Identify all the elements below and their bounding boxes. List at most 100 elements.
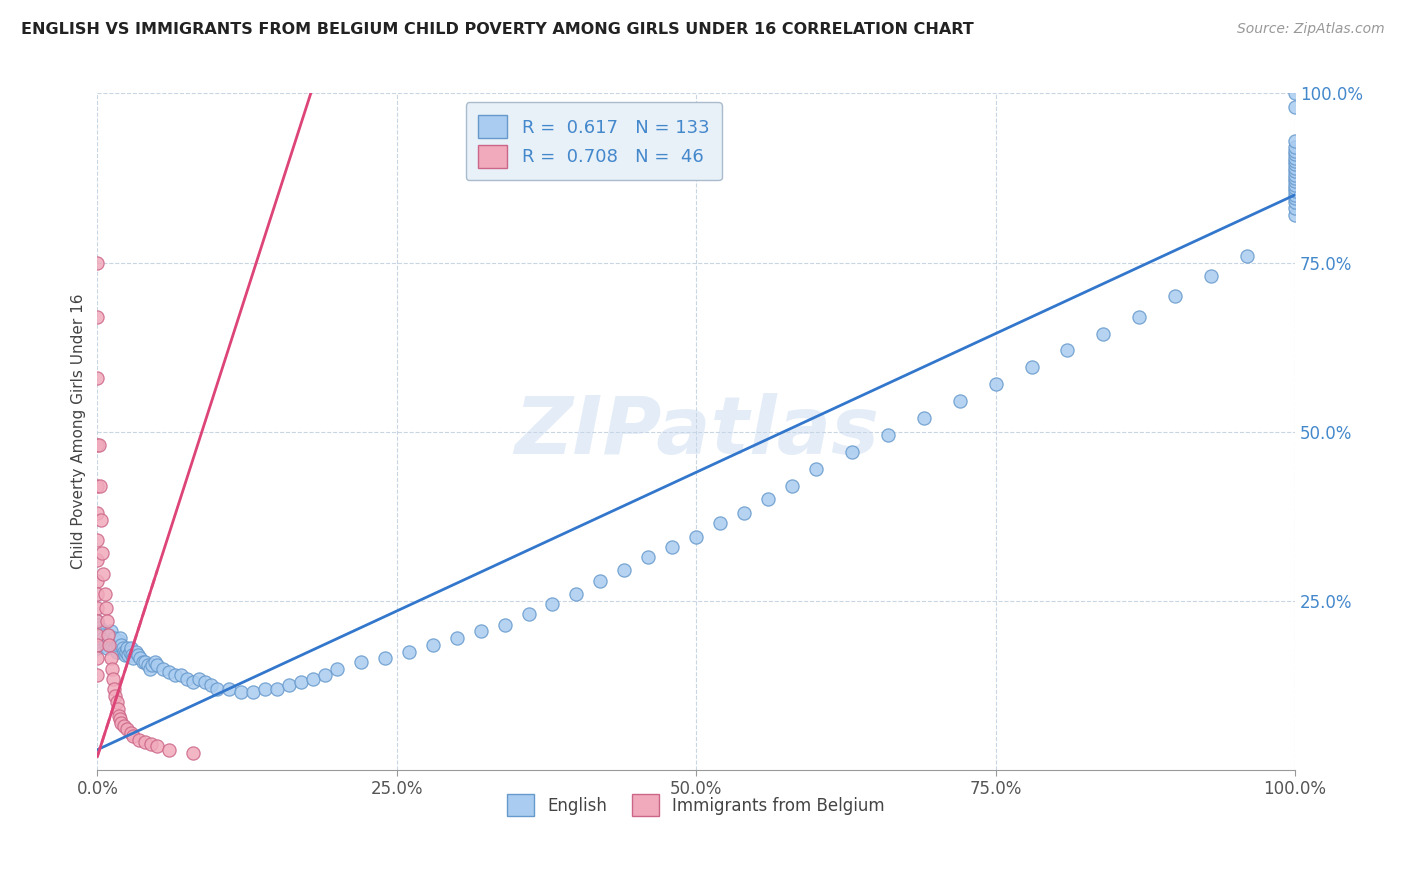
Point (242, 685, 264, 699)
Point (86, 631, 108, 645)
Point (589, 574, 612, 588)
Point (229, 685, 252, 699)
Point (1284, 191, 1306, 205)
Point (89, 621, 111, 635)
Point (91, 631, 114, 645)
Point (143, 655, 166, 669)
Point (1284, 144, 1306, 158)
Point (470, 624, 492, 639)
Point (146, 739, 169, 754)
Point (266, 681, 288, 696)
Point (86, 628, 108, 642)
Point (86, 370, 108, 384)
Point (1284, 174, 1306, 188)
Point (107, 638, 129, 652)
Point (118, 644, 141, 658)
Point (1284, 208, 1306, 222)
Point (93, 587, 115, 601)
Point (756, 492, 779, 507)
Point (1284, 100, 1306, 114)
Point (1199, 268, 1222, 283)
Point (86, 628, 108, 642)
Point (141, 658, 163, 673)
Point (91, 628, 114, 642)
Point (108, 709, 131, 723)
Point (1284, 164, 1306, 178)
Point (218, 681, 240, 696)
Text: ZIPatlas: ZIPatlas (513, 392, 879, 471)
Point (107, 702, 129, 716)
Point (398, 644, 420, 658)
Point (613, 563, 636, 577)
Point (134, 734, 156, 748)
Y-axis label: Child Poverty Among Girls Under 16: Child Poverty Among Girls Under 16 (72, 294, 86, 569)
Point (139, 661, 162, 675)
Point (91, 546, 114, 560)
Point (709, 516, 731, 530)
Point (141, 737, 163, 751)
Point (111, 641, 134, 656)
Point (104, 641, 127, 656)
Point (290, 675, 312, 690)
Point (108, 631, 131, 645)
Point (94, 638, 117, 652)
Point (685, 530, 707, 544)
Point (100, 661, 122, 675)
Point (105, 695, 128, 709)
Point (1128, 310, 1150, 324)
Point (1284, 147, 1306, 161)
Point (733, 506, 755, 520)
Point (157, 742, 180, 756)
Point (780, 479, 803, 493)
Point (122, 729, 145, 743)
Point (97, 631, 120, 645)
Point (146, 658, 169, 673)
Point (181, 675, 204, 690)
Point (86, 621, 108, 635)
Point (350, 655, 373, 669)
Point (132, 655, 155, 669)
Point (1284, 194, 1306, 209)
Point (101, 672, 124, 686)
Point (93, 634, 115, 648)
Point (661, 540, 683, 554)
Point (117, 648, 139, 662)
Point (110, 715, 132, 730)
Text: ENGLISH VS IMMIGRANTS FROM BELGIUM CHILD POVERTY AMONG GIRLS UNDER 16 CORRELATIO: ENGLISH VS IMMIGRANTS FROM BELGIUM CHILD… (21, 22, 974, 37)
Point (97, 628, 120, 642)
Point (253, 681, 276, 696)
Point (124, 644, 146, 658)
Point (91, 566, 114, 581)
Point (100, 638, 122, 652)
Point (176, 672, 198, 686)
Point (117, 641, 139, 656)
Point (170, 668, 193, 682)
Point (1284, 202, 1306, 216)
Point (96, 614, 118, 628)
Point (86, 479, 108, 493)
Point (86, 624, 108, 639)
Point (86, 624, 108, 639)
Point (876, 428, 898, 442)
Point (152, 661, 174, 675)
Point (86, 574, 108, 588)
Point (194, 675, 217, 690)
Point (165, 668, 187, 682)
Point (278, 678, 301, 692)
Point (86, 617, 108, 632)
Point (1284, 151, 1306, 165)
Point (1284, 87, 1306, 101)
Point (1284, 161, 1306, 175)
Point (326, 661, 349, 675)
Point (86, 617, 108, 632)
Point (86, 553, 108, 567)
Point (120, 726, 142, 740)
Point (1056, 343, 1078, 358)
Point (86, 255, 108, 269)
Point (86, 641, 108, 656)
Point (188, 672, 211, 686)
Point (446, 631, 468, 645)
Point (104, 689, 127, 703)
Point (1284, 170, 1306, 185)
Point (86, 628, 108, 642)
